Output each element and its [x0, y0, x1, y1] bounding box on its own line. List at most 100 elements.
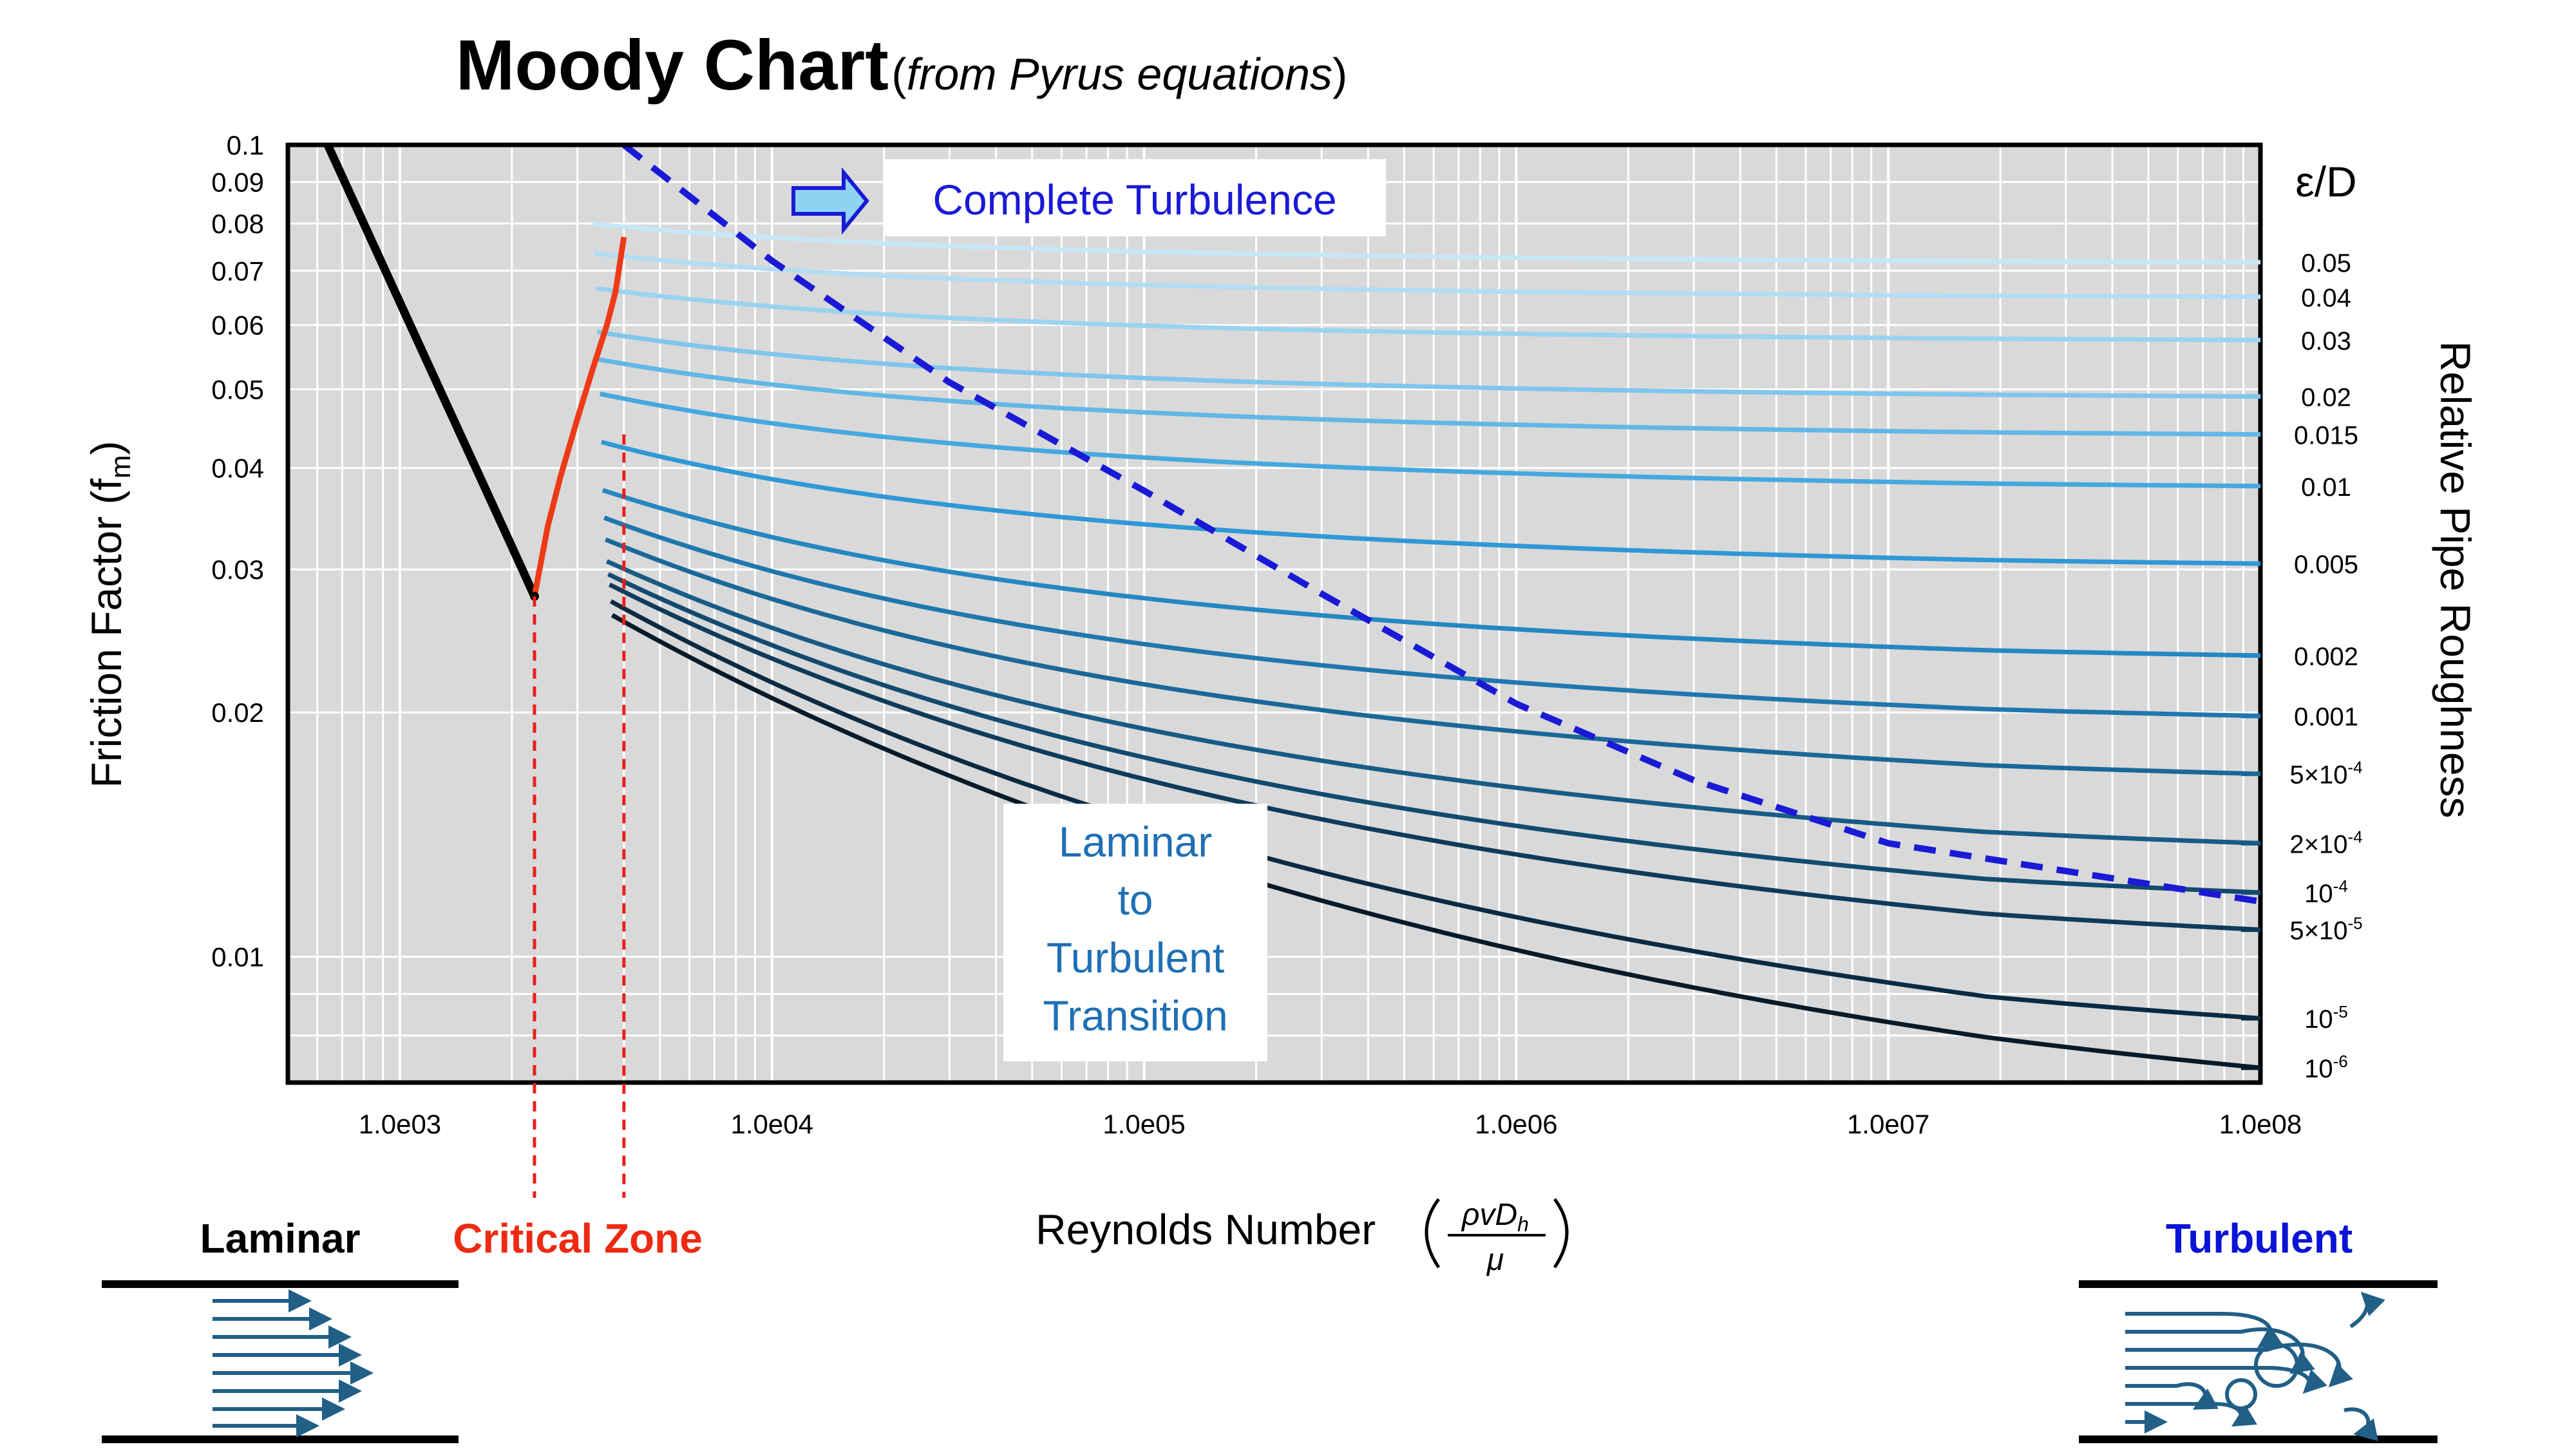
roughness-label-base: 0.02	[2301, 384, 2351, 412]
roughness-labels: 0.05 0.04 0.03 0.02 0.015 0.01 0.005 0.002 0.001…	[2241, 249, 2363, 1083]
complete-turbulence-box	[884, 159, 1386, 236]
roughness-label: 0.04	[2301, 284, 2351, 312]
roughness-label: 10-4	[2304, 876, 2348, 908]
y-tick-label: 0.1	[227, 130, 264, 160]
laminar-label: Laminar	[200, 1215, 361, 1262]
critical-zone-label: Critical Zone	[453, 1215, 703, 1262]
formula-denominator: μ	[1486, 1243, 1504, 1277]
roughness-label-base: 0.04	[2301, 284, 2351, 312]
x-tick-labels: 1.0e03 1.0e04 1.0e05 1.0e06 1.0e07 1.0e08	[359, 1109, 2302, 1139]
roughness-curve	[592, 222, 2260, 265]
roughness-label: 5×10-5	[2289, 914, 2362, 945]
y-axis-title-text: Friction Factor (f	[82, 478, 130, 788]
x-tick-label: 1.0e04	[731, 1109, 813, 1139]
roughness-label-base: 0.002	[2294, 643, 2358, 671]
y-tick-label: 0.05	[211, 375, 264, 405]
roughness-label-exponent: -5	[2333, 1002, 2348, 1021]
roughness-axis-title: Relative Pipe Roughness	[2432, 341, 2479, 818]
y-tick-label: 0.03	[211, 554, 264, 585]
x-tick-label: 1.0e06	[1475, 1109, 1557, 1139]
y-tick-label: 0.02	[211, 697, 264, 728]
roughness-label: 0.001	[2294, 703, 2358, 732]
laminar-flow-icon	[102, 1280, 459, 1443]
chart-title-sub: from Pyrus equations	[906, 49, 1333, 99]
transition-line-1: Laminar	[1059, 818, 1212, 866]
transition-annotation: Laminar to Turbulent Transition	[1003, 804, 1267, 1061]
roughness-label-base: 0.03	[2301, 327, 2351, 355]
y-tick-label: 0.04	[211, 453, 264, 484]
roughness-label: 0.005	[2294, 551, 2358, 579]
roughness-label-base: 10	[2304, 1055, 2333, 1083]
roughness-label: 0.01	[2301, 473, 2351, 502]
roughness-label: 10-6	[2304, 1052, 2348, 1083]
roughness-label-base: 2×10	[2289, 830, 2347, 858]
roughness-curve	[607, 572, 2260, 895]
laminar-curve	[323, 145, 538, 598]
roughness-label: 5×10-4	[2289, 758, 2362, 790]
formula-numerator: ρvDh	[1461, 1198, 1529, 1236]
roughness-label: 0.03	[2301, 327, 2351, 355]
roughness-label-base: 0.005	[2294, 551, 2358, 579]
turbulent-flow-icon	[2079, 1280, 2438, 1443]
transition-line-4: Transition	[1043, 992, 1227, 1039]
formula-paren-right	[1553, 1198, 1569, 1269]
roughness-curve	[596, 329, 2260, 399]
x-axis-title: Reynolds Number ρvDh μ	[1036, 1198, 1569, 1277]
roughness-header: ε/D	[2295, 158, 2356, 205]
roughness-label-base: 5×10	[2289, 917, 2347, 945]
roughness-label-exponent: -4	[2347, 827, 2362, 846]
roughness-curve	[594, 251, 2260, 299]
complete-turbulence-curve	[621, 145, 2260, 905]
complete-turbulence-label: Complete Turbulence	[933, 176, 1336, 223]
roughness-curve	[599, 391, 2260, 489]
roughness-curve	[601, 440, 2260, 566]
chart-title-paren-close: )	[1332, 49, 1348, 99]
roughness-curve	[595, 286, 2260, 343]
chart-curves	[323, 145, 2260, 1070]
transition-box	[1003, 804, 1267, 1061]
roughness-label-exponent: -4	[2333, 876, 2348, 896]
roughness-label-base: 0.001	[2294, 703, 2358, 732]
y-axis-title-subscript: m	[105, 455, 137, 478]
formula-paren-left	[1425, 1198, 1441, 1269]
roughness-curve	[605, 559, 2260, 846]
x-axis-title-text: Reynolds Number	[1036, 1206, 1376, 1253]
roughness-label-base: 0.01	[2301, 473, 2351, 502]
roughness-curve	[609, 599, 2260, 1021]
chart-title-paren-open: (	[891, 49, 907, 99]
roughness-label-base: 0.015	[2294, 422, 2358, 450]
x-tick-label: 1.0e03	[359, 1109, 441, 1139]
roughness-curve	[604, 537, 2260, 777]
turbulent-label: Turbulent	[2166, 1215, 2353, 1262]
roughness-label-exponent: -4	[2347, 758, 2362, 777]
roughness-label-base: 0.05	[2301, 249, 2351, 278]
roughness-label: 0.002	[2294, 643, 2358, 671]
plot-background	[288, 145, 2260, 1083]
roughness-curve	[608, 582, 2260, 933]
x-tick-label: 1.0e08	[2219, 1109, 2302, 1139]
roughness-label-base: 5×10	[2289, 761, 2347, 790]
y-tick-label: 0.06	[211, 310, 264, 341]
roughness-label-exponent: -6	[2333, 1052, 2348, 1071]
roughness-label-exponent: -5	[2347, 914, 2362, 933]
roughness-label: 0.015	[2294, 422, 2358, 450]
complete-turbulence-annotation: Complete Turbulence	[791, 159, 1386, 236]
y-tick-label: 0.07	[211, 256, 264, 286]
roughness-curve	[611, 613, 2260, 1070]
transition-line-2: to	[1117, 876, 1153, 923]
y-tick-label: 0.08	[211, 209, 264, 239]
roughness-label: 2×10-4	[2289, 827, 2362, 858]
y-tick-label: 0.09	[211, 167, 264, 198]
y-tick-labels: 0.1 0.09 0.08 0.07 0.06 0.05 0.04 0.03 0.02 0.01	[211, 130, 264, 972]
y-axis-title-close: )	[82, 440, 130, 455]
right-arrow-icon	[791, 167, 869, 235]
roughness-label: 0.02	[2301, 384, 2351, 412]
reynolds-formula: ρvDh μ	[1425, 1198, 1569, 1277]
x-tick-label: 1.0e07	[1847, 1109, 1929, 1139]
x-tick-label: 1.0e05	[1103, 1109, 1185, 1139]
plot-frame	[285, 142, 2263, 1085]
roughness-label: 0.05	[2301, 249, 2351, 278]
critical-zone-curve	[531, 236, 627, 597]
roughness-curve	[603, 515, 2260, 719]
